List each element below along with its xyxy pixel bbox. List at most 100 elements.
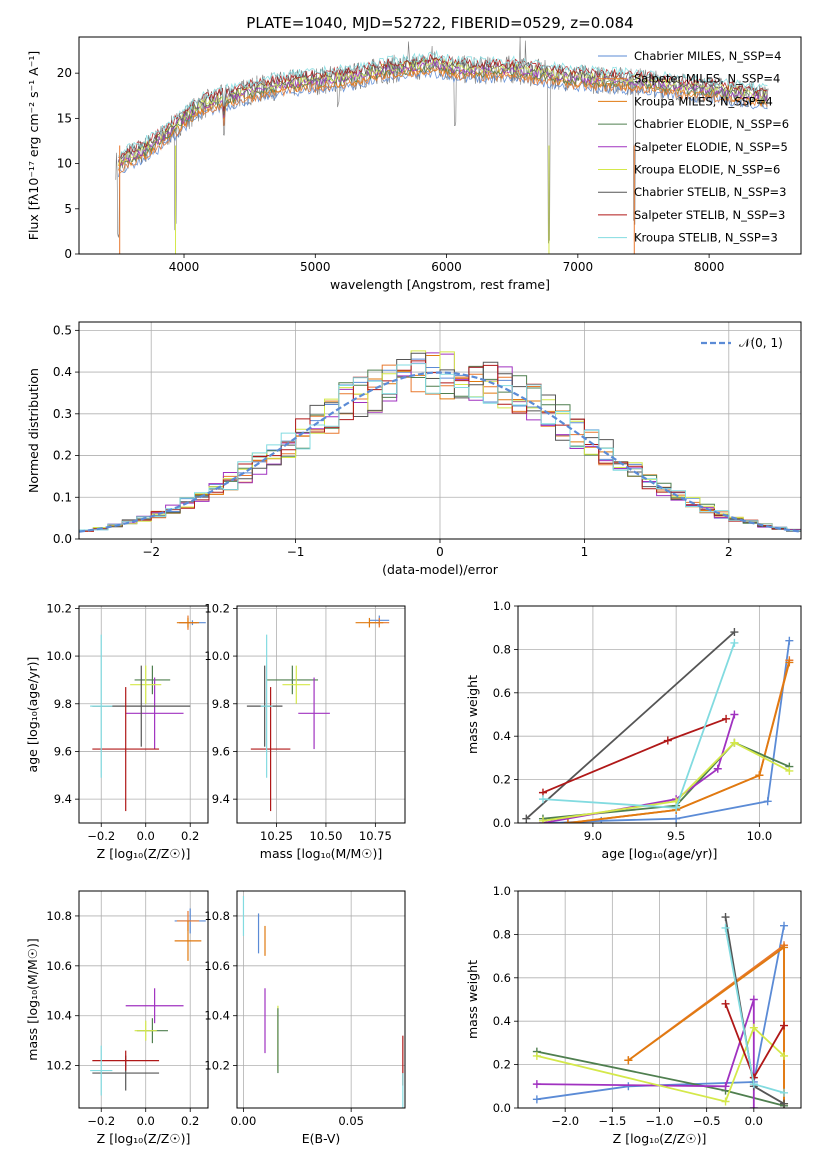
x-tick-label: 10.50 (309, 829, 342, 843)
errorbar-point (90, 1045, 113, 1096)
x-tick-label: 0.05 (338, 1114, 364, 1128)
mass-weight-line (525, 631, 736, 820)
x-tick-label: −2.0 (551, 1114, 579, 1128)
mass-weight-marker (730, 738, 739, 747)
mass-weight-marker (538, 816, 547, 823)
mass-weight-marker (563, 819, 572, 823)
y-tick-label: 10.6 (204, 959, 230, 973)
mass-weight-marker (780, 943, 789, 952)
y-tick-label: 15 (57, 111, 72, 125)
mass-weight-marker (663, 736, 672, 745)
y-tick-label: 9.6 (54, 744, 72, 758)
x-tick-label: −0.2 (87, 1114, 115, 1128)
errorbar-point (282, 665, 311, 704)
errorbar-point (134, 665, 171, 695)
mass-weight-line (627, 945, 785, 1104)
x-tick-label: 2 (725, 545, 733, 559)
legend-entry: Chabrier ELODIE, N_SSP=6 (634, 117, 789, 131)
plot-area (115, 37, 769, 254)
y-tick-label: 10.2 (204, 1059, 230, 1073)
y-tick-label: 0.8 (493, 927, 511, 941)
mass-weight-marker (730, 638, 739, 647)
x-tick-label: 10.25 (260, 829, 293, 843)
plot-area (79, 322, 801, 539)
x-tick-label: −0.5 (693, 1114, 721, 1128)
y-tick-label: 20 (57, 66, 72, 80)
y-tick-label: 0.4 (493, 729, 511, 743)
observed-spectrum-line (115, 37, 769, 244)
x-axis-label: E(B-V) (302, 1131, 341, 1146)
x-axis-label: Z [log₁₀(Z/Z☉)] (97, 846, 191, 861)
y-tick-label: 1.0 (493, 599, 511, 613)
y-tick-label: 10.8 (46, 909, 72, 923)
y-tick-label: 10.0 (46, 649, 72, 663)
axes-frame (78, 890, 209, 1109)
model-spectrum-line (118, 69, 768, 178)
y-axis-label: Normed distribution (26, 368, 41, 493)
errorbar-point (266, 665, 319, 695)
plot-area (518, 606, 801, 823)
mass-weight-marker (785, 636, 794, 645)
y-tick-label: 0.5 (53, 323, 72, 337)
errorbar-point (92, 687, 160, 812)
y-axis-label: mass weight (465, 675, 480, 754)
y-tick-label: 9.4 (54, 792, 72, 806)
plot-area (237, 891, 405, 1108)
x-tick-label: −1.0 (646, 1114, 674, 1128)
x-axis-label: mass [log₁₀(M/M☉)] (260, 846, 382, 861)
histogram-legend: 𝒩(0, 1) (701, 336, 783, 350)
errorbar-point (134, 1020, 157, 1041)
plot-area (79, 606, 208, 823)
mass-weight-marker (532, 1051, 541, 1060)
mass-weight-marker (721, 1082, 730, 1091)
mass-weight-line (542, 741, 790, 820)
y-tick-label: 0.0 (493, 1101, 511, 1115)
x-tick-label: 7000 (563, 260, 594, 274)
y-tick-label: 10.2 (204, 601, 230, 615)
y-tick-label: 0.0 (493, 816, 511, 830)
mass-weight-marker (624, 1056, 633, 1065)
y-tick-label: 9.4 (212, 792, 230, 806)
y-tick-label: 9.8 (54, 697, 72, 711)
mass-weight-line (536, 925, 785, 1101)
axes-frame (517, 605, 802, 824)
errorbar-point (298, 677, 330, 750)
mass-weight-line (542, 741, 790, 822)
x-tick-label: 9.0 (584, 829, 602, 843)
y-tick-label: 10 (57, 157, 72, 171)
x-tick-label: 0.0 (745, 1114, 763, 1128)
mass-weight-marker (763, 797, 772, 806)
panel-weight-vs-Z: −2.0 −1.5 −1.0 −0.5 0.0 0.0 0.2 0.4 0.6 0.8 1.0 Z [… (465, 884, 802, 1146)
axes-frame (236, 605, 406, 824)
x-tick-label: 5000 (300, 260, 331, 274)
y-tick-label: 10.8 (204, 909, 230, 923)
plot-area (237, 606, 405, 823)
x-tick-label: 10.0 (747, 829, 773, 843)
x-tick-label: 0 (436, 545, 444, 559)
y-tick-label: 0.1 (53, 490, 72, 504)
mass-weight-marker (755, 771, 764, 780)
y-tick-label: 0 (64, 247, 72, 261)
mass-weight-line (567, 662, 791, 823)
y-tick-label: 10.2 (46, 1059, 72, 1073)
x-axis-label: Z [log₁₀(Z/Z☉)] (613, 1131, 707, 1146)
x-tick-label: 6000 (431, 260, 462, 274)
mass-weight-marker (624, 1082, 633, 1091)
y-tick-label: 0.0 (53, 532, 72, 546)
model-spectrum-line (118, 49, 768, 159)
y-tick-label: 0.4 (493, 1014, 511, 1028)
legend-entry: Salpeter ELODIE, N_SSP=5 (634, 140, 788, 154)
mass-weight-line (551, 640, 791, 823)
errorbar-point (130, 665, 162, 704)
mass-weight-marker (721, 923, 730, 932)
errorbar-point (174, 920, 202, 961)
panel-residuals: −2 −1 0 1 2 0.0 0.1 0.2 0.3 0.4 0.5 (data-model)/er… (26, 321, 802, 577)
plot-area (518, 891, 801, 1108)
panel-mass-vs-Z: −0.2 0.0 0.2 10.2 10.4 10.6 10.8 Z [log₁₀(Z/Z☉)… (25, 890, 209, 1146)
y-tick-label: 0.6 (493, 686, 511, 700)
mass-weight-marker (532, 1095, 541, 1104)
legend-entry: Chabrier MILES, N_SSP=4 (634, 49, 781, 63)
legend-entry: 𝒩(0, 1) (739, 336, 783, 350)
x-tick-label: −1.5 (598, 1114, 626, 1128)
errorbar-point (355, 617, 384, 628)
